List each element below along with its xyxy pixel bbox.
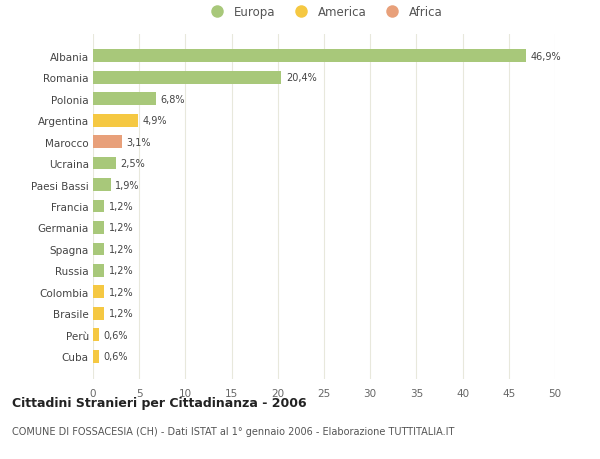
Text: 1,2%: 1,2% [109, 245, 133, 254]
Text: 1,2%: 1,2% [109, 287, 133, 297]
Text: 1,2%: 1,2% [109, 223, 133, 233]
Bar [93, 114, 138, 127]
Bar [93, 222, 104, 235]
Bar [93, 93, 156, 106]
Legend: Europa, America, Africa: Europa, America, Africa [203, 4, 445, 22]
Bar [93, 243, 104, 256]
Bar [93, 157, 116, 170]
Text: 3,1%: 3,1% [126, 137, 151, 147]
Text: 1,9%: 1,9% [115, 180, 140, 190]
Text: 1,2%: 1,2% [109, 266, 133, 276]
Bar [93, 286, 104, 299]
Bar [93, 136, 122, 149]
Text: 0,6%: 0,6% [103, 352, 128, 362]
Bar [93, 200, 104, 213]
Bar [93, 350, 98, 363]
Text: 1,2%: 1,2% [109, 309, 133, 319]
Text: 2,5%: 2,5% [121, 159, 145, 168]
Bar [93, 72, 281, 84]
Text: 6,8%: 6,8% [160, 95, 185, 104]
Text: 46,9%: 46,9% [531, 51, 562, 62]
Text: COMUNE DI FOSSACESIA (CH) - Dati ISTAT al 1° gennaio 2006 - Elaborazione TUTTITA: COMUNE DI FOSSACESIA (CH) - Dati ISTAT a… [12, 426, 454, 436]
Text: 20,4%: 20,4% [286, 73, 317, 83]
Bar [93, 264, 104, 277]
Bar [93, 179, 110, 191]
Text: 4,9%: 4,9% [143, 116, 167, 126]
Text: 0,6%: 0,6% [103, 330, 128, 340]
Bar [93, 307, 104, 320]
Text: Cittadini Stranieri per Cittadinanza - 2006: Cittadini Stranieri per Cittadinanza - 2… [12, 396, 307, 409]
Bar [93, 329, 98, 341]
Bar [93, 50, 526, 63]
Text: 1,2%: 1,2% [109, 202, 133, 212]
